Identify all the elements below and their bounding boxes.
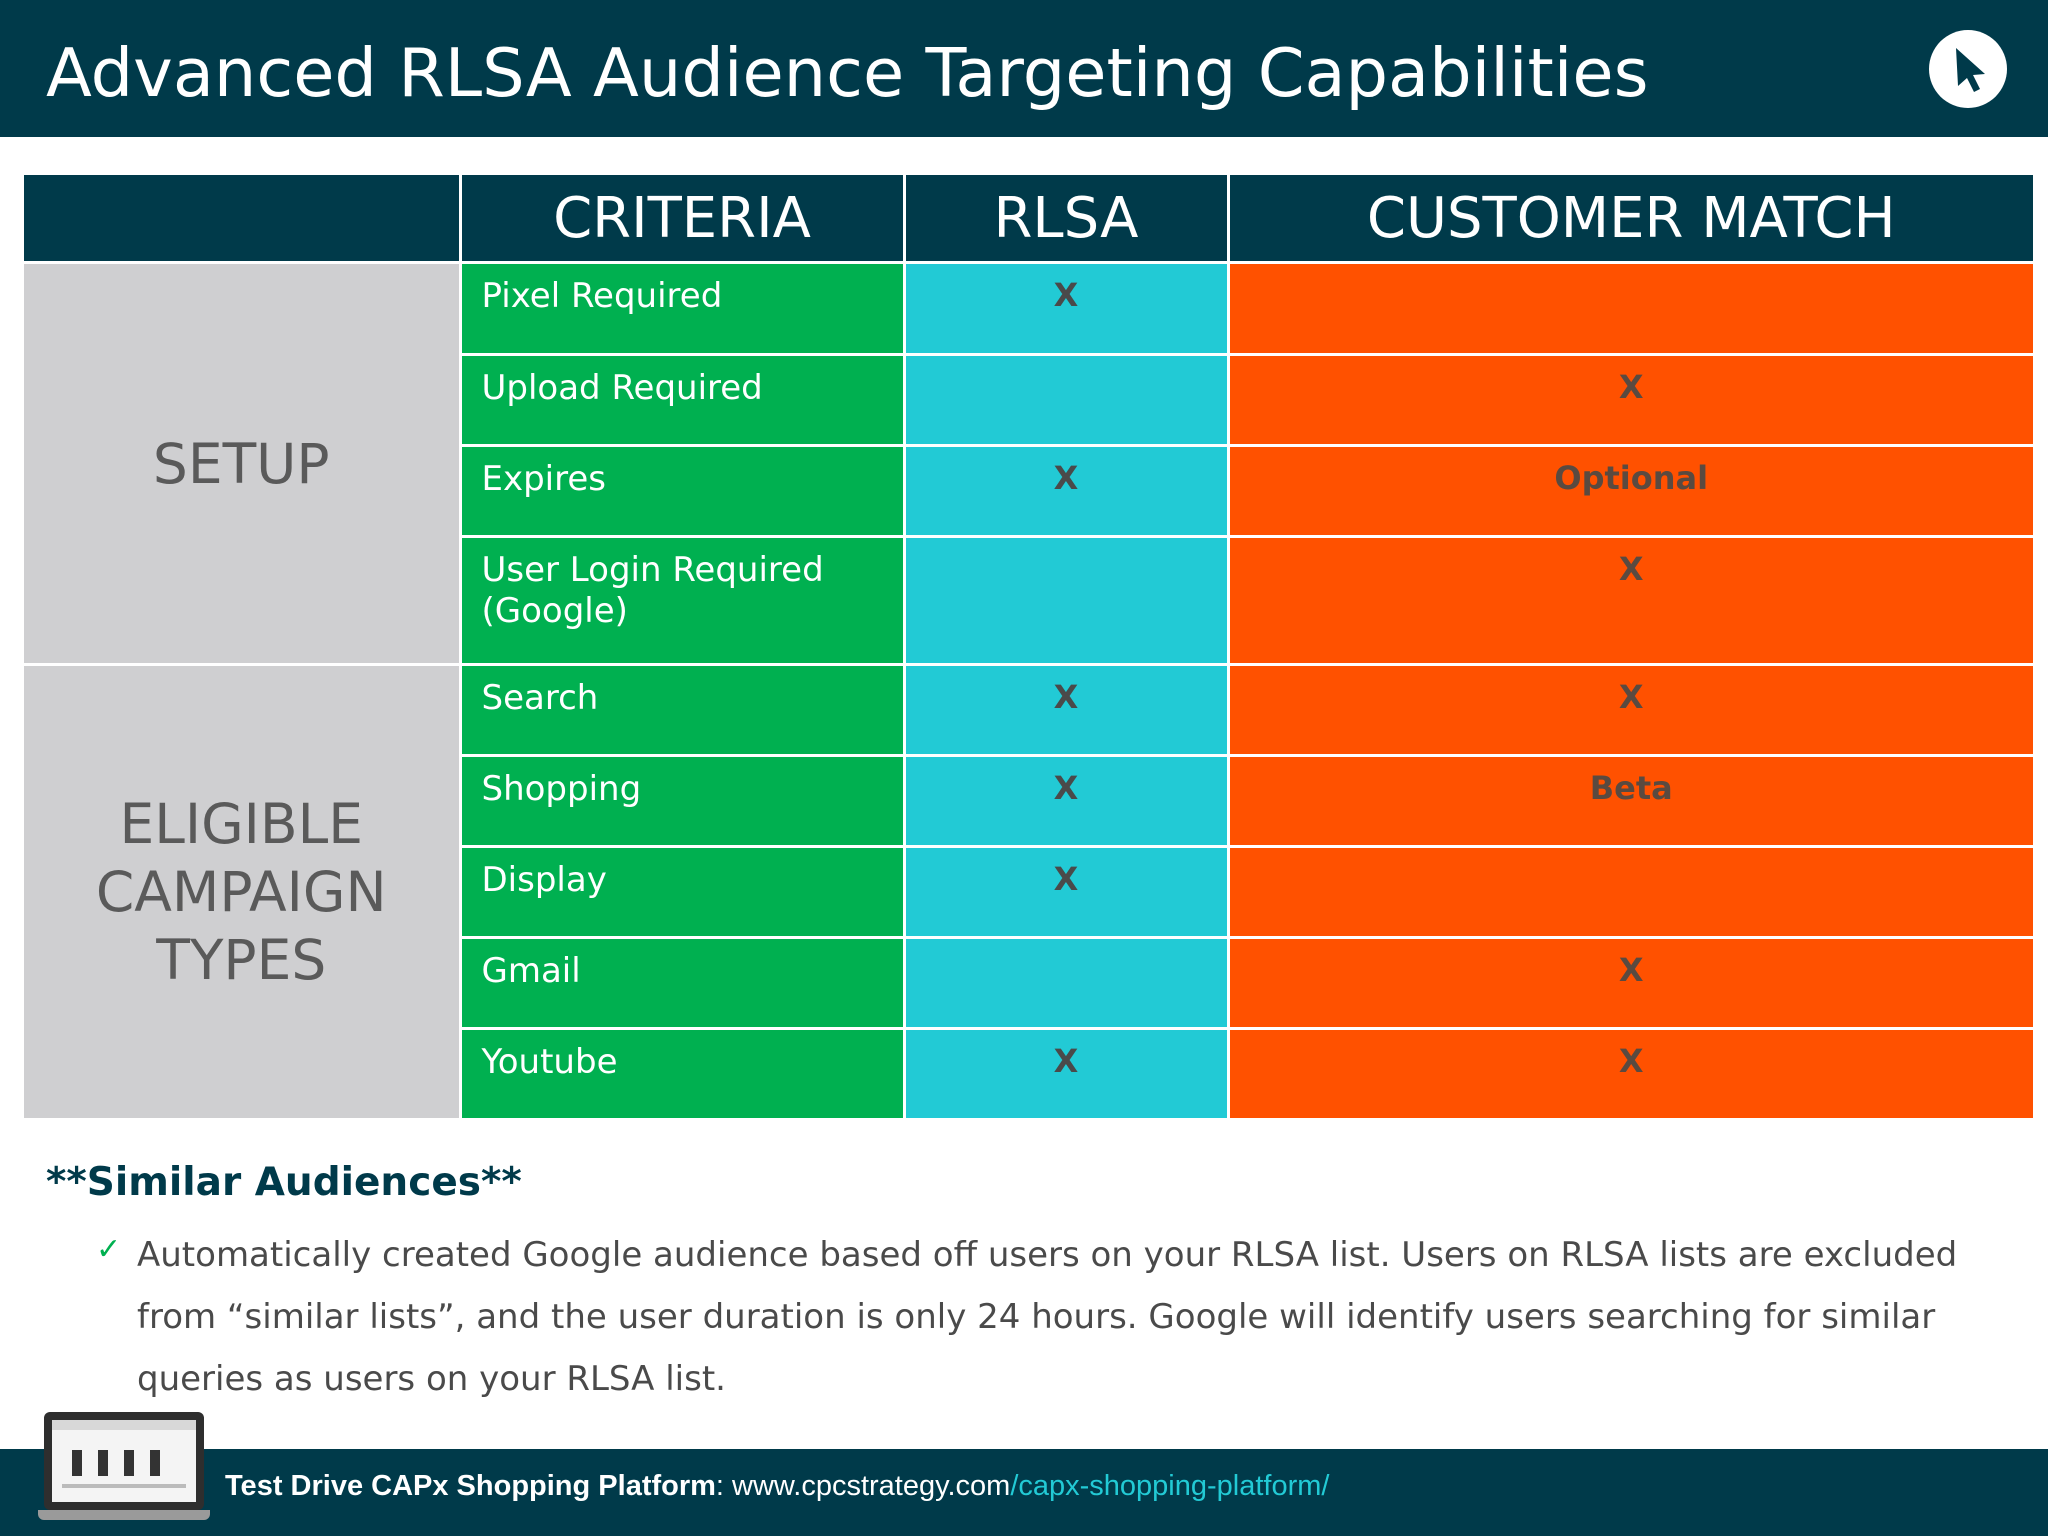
customer-match-cell: X bbox=[1226, 936, 2033, 1030]
rlsa-cell: X bbox=[902, 663, 1230, 757]
customer-match-cell bbox=[1226, 845, 2033, 939]
table-row: SETUP Pixel Required X bbox=[24, 261, 2033, 666]
category-cell-eligible-campaign-types: ELIGIBLE CAMPAIGN TYPES bbox=[24, 663, 462, 1121]
rlsa-cell: X bbox=[902, 754, 1230, 848]
customer-match-cell: Beta bbox=[1226, 754, 2033, 848]
similar-audiences-description: Automatically created Google audience ba… bbox=[137, 1235, 1958, 1399]
customer-match-cell: X bbox=[1226, 353, 2033, 447]
table-row: Display X bbox=[24, 845, 2033, 939]
footer-label: Test Drive CAPx Shopping Platform bbox=[225, 1470, 716, 1502]
column-header-customer-match: CUSTOMER MATCH bbox=[1226, 172, 2033, 264]
criteria-cell: Shopping bbox=[458, 754, 906, 848]
criteria-cell: Gmail bbox=[458, 936, 906, 1030]
comparison-table: CRITERIA RLSA CUSTOMER MATCH SETUP Pixel… bbox=[24, 172, 2033, 1121]
table-header-row: CRITERIA RLSA CUSTOMER MATCH bbox=[24, 172, 2033, 264]
column-header-criteria: CRITERIA bbox=[458, 172, 906, 264]
page-title: Advanced RLSA Audience Targeting Capabil… bbox=[46, 34, 1649, 112]
logo-graphic bbox=[1956, 48, 1985, 92]
similar-audiences-heading: **Similar Audiences** bbox=[46, 1160, 522, 1205]
criteria-cell: Upload Required bbox=[458, 353, 906, 447]
customer-match-cell: X bbox=[1226, 1027, 2033, 1121]
table-row: Gmail X bbox=[24, 936, 2033, 1030]
footer-domain: www.cpcstrategy.com bbox=[732, 1470, 1011, 1502]
table-row: Expires X Optional bbox=[24, 444, 2033, 538]
rlsa-cell bbox=[902, 936, 1230, 1030]
rlsa-cell: X bbox=[902, 845, 1230, 939]
table-row: User Login Required (Google) X bbox=[24, 535, 2033, 666]
cursor-arrow-icon bbox=[1929, 30, 2007, 108]
criteria-cell: Expires bbox=[458, 444, 906, 538]
rlsa-cell bbox=[902, 353, 1230, 447]
category-cell-setup: SETUP bbox=[24, 261, 462, 666]
table-row: Upload Required X bbox=[24, 353, 2033, 447]
customer-match-cell: X bbox=[1226, 535, 2033, 666]
rlsa-cell: X bbox=[902, 1027, 1230, 1121]
footer-separator: : bbox=[715, 1470, 733, 1502]
laptop-icon bbox=[38, 1412, 210, 1524]
table-row: Youtube X X bbox=[24, 1027, 2033, 1121]
criteria-cell: Pixel Required bbox=[458, 261, 906, 356]
footer-path: /capx-shopping-platform/ bbox=[1010, 1470, 1330, 1502]
customer-match-cell: Optional bbox=[1226, 444, 2033, 538]
customer-match-cell: X bbox=[1226, 663, 2033, 757]
table-row: ELIGIBLE CAMPAIGN TYPES Search X X bbox=[24, 663, 2033, 1121]
header-bar bbox=[0, 0, 2048, 137]
footer-bar bbox=[0, 1449, 2048, 1536]
criteria-cell: Display bbox=[458, 845, 906, 939]
rlsa-cell: X bbox=[902, 444, 1230, 538]
header-blank-cell bbox=[24, 172, 462, 264]
checkmark-icon: ✓ bbox=[96, 1232, 122, 1267]
table-row: Shopping X Beta bbox=[24, 754, 2033, 848]
criteria-cell: User Login Required (Google) bbox=[458, 535, 906, 666]
footer-promo-link[interactable]: Test Drive CAPx Shopping Platform: www.c… bbox=[225, 1470, 1329, 1503]
criteria-cell: Search bbox=[458, 663, 906, 757]
rlsa-cell: X bbox=[902, 261, 1230, 356]
customer-match-cell bbox=[1226, 261, 2033, 356]
criteria-cell: Youtube bbox=[458, 1027, 906, 1121]
rlsa-cell bbox=[902, 535, 1230, 666]
column-header-rlsa: RLSA bbox=[902, 172, 1230, 264]
